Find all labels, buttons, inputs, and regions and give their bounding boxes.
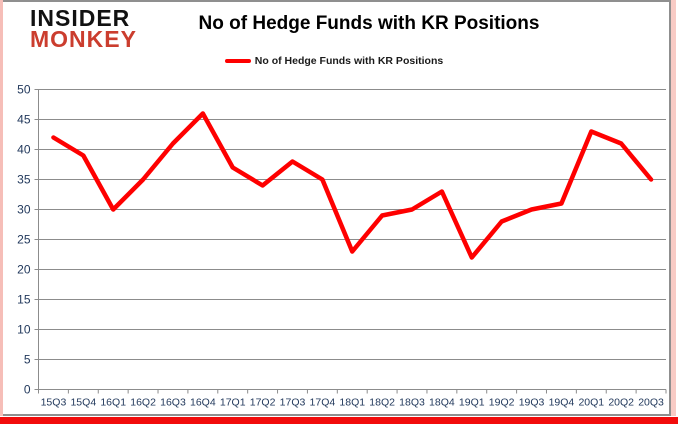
insider-monkey-logo: INSIDER MONKEY — [30, 5, 137, 52]
legend-series-label: No of Hedge Funds with KR Positions — [254, 55, 444, 67]
x-tick-label: 20Q2 — [608, 397, 634, 409]
y-tick-label: 10 — [17, 323, 31, 337]
x-tick-label: 17Q1 — [220, 397, 246, 409]
y-tick-label: 15 — [17, 293, 31, 307]
y-tick-label: 0 — [24, 383, 31, 397]
x-tick-label: 15Q3 — [41, 397, 67, 409]
x-tick-label: 17Q2 — [250, 397, 276, 409]
x-tick-label: 17Q4 — [310, 397, 336, 409]
x-tick-label: 16Q4 — [190, 397, 216, 409]
logo-line-monkey: MONKEY — [30, 26, 137, 52]
y-tick-label: 40 — [17, 143, 31, 157]
bottom-accent-bar — [0, 417, 678, 424]
left-edge-strip — [0, 0, 3, 416]
y-tick-label: 50 — [17, 83, 31, 97]
x-tick-label: 17Q3 — [280, 397, 306, 409]
x-tick-label: 19Q3 — [519, 397, 545, 409]
y-tick-label: 35 — [17, 173, 31, 187]
y-tick-label: 30 — [17, 203, 31, 217]
y-tick-label: 45 — [17, 113, 31, 127]
x-tick-label: 19Q2 — [489, 397, 515, 409]
x-tick-label: 18Q1 — [339, 397, 365, 409]
x-tick-label: 19Q1 — [459, 397, 485, 409]
x-tick-label: 16Q3 — [160, 397, 186, 409]
chart-title: No of Hedge Funds with KR Positions — [198, 13, 540, 34]
y-tick-label: 25 — [17, 233, 31, 247]
chart-legend: No of Hedge Funds with KR Positions — [0, 55, 668, 67]
x-tick-label: 16Q1 — [100, 397, 126, 409]
x-tick-label: 20Q3 — [638, 397, 664, 409]
x-tick-label: 20Q1 — [578, 397, 604, 409]
y-tick-label: 20 — [17, 263, 31, 277]
series-line — [51, 111, 654, 260]
x-tick-label: 16Q2 — [130, 397, 156, 409]
x-tick-label: 18Q4 — [429, 397, 455, 409]
x-tick-label: 18Q2 — [369, 397, 395, 409]
x-tick-label: 19Q4 — [549, 397, 575, 409]
x-tick-label: 18Q3 — [399, 397, 425, 409]
right-edge-strip — [671, 0, 676, 416]
logo-line-insider: INSIDER — [30, 5, 131, 31]
x-tick-label: 15Q4 — [70, 397, 96, 409]
y-tick-label: 5 — [24, 353, 31, 367]
legend-line-marker-icon — [224, 59, 251, 63]
